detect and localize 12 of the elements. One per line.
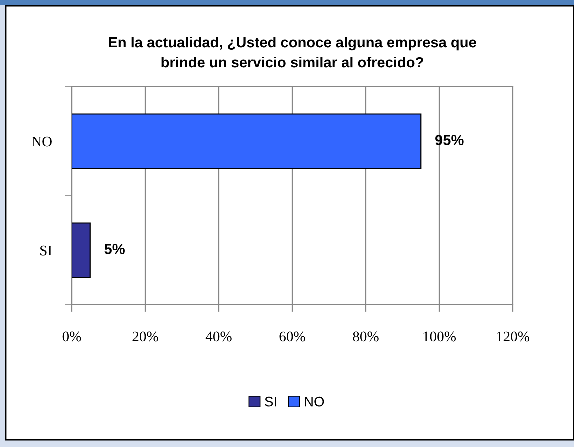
x-tick-label: 20% bbox=[132, 332, 158, 342]
data-label: 95% bbox=[436, 135, 464, 146]
x-tick-label: 60% bbox=[280, 332, 306, 342]
x-tick-label: 80% bbox=[353, 332, 379, 342]
legend-label: SI bbox=[265, 396, 276, 407]
data-label: 5% bbox=[104, 244, 125, 254]
x-tick-label: 40% bbox=[206, 332, 232, 342]
chart-title: En la actualidad, ¿Usted conoce alguna empresa que brinde un servicio similar al ofrecido? bbox=[109, 36, 476, 68]
x-tick-label: 120% bbox=[497, 332, 530, 342]
legend-label: NO bbox=[305, 396, 324, 407]
x-tick-label: 0% bbox=[62, 332, 82, 342]
x-tick-label: 100% bbox=[424, 332, 456, 342]
